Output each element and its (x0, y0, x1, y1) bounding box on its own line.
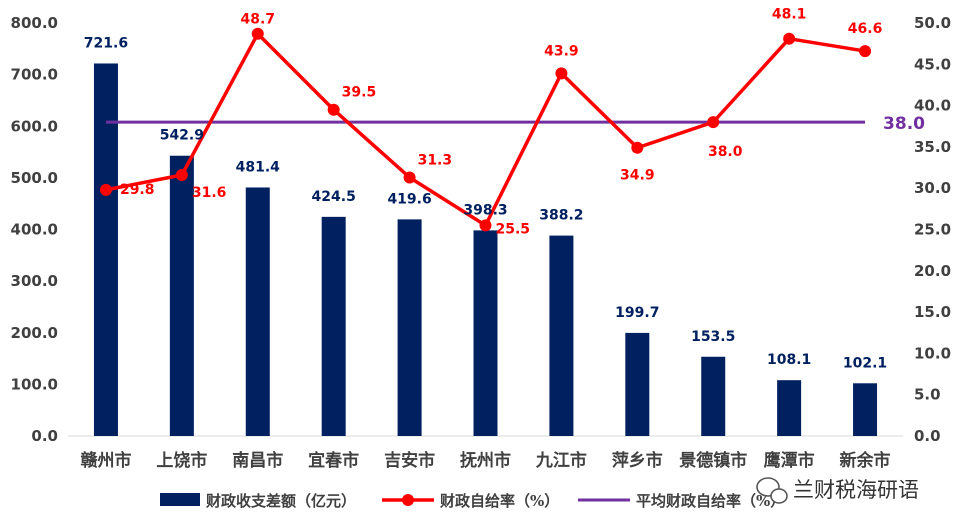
bar-value-label: 108.1 (767, 352, 811, 368)
y-right-tick-label: 25.0 (914, 221, 951, 239)
legend-label-bar: 财政收支差额（亿元） (206, 492, 356, 510)
average-value-label: 38.0 (883, 114, 925, 134)
rate-value-label: 34.9 (620, 168, 655, 184)
y-left-tick-label: 800.0 (11, 14, 58, 32)
y-right-tick-label: 0.0 (914, 427, 941, 445)
rate-value-label: 48.1 (772, 7, 807, 23)
bar (322, 217, 346, 436)
rate-point (707, 116, 719, 128)
bar-value-label: 721.6 (84, 35, 128, 51)
rate-point (404, 171, 416, 183)
y-left-tick-label: 200.0 (11, 324, 58, 342)
y-left-tick-label: 500.0 (11, 169, 58, 187)
rate-value-label: 48.7 (240, 12, 275, 28)
x-tick-label: 九江市 (535, 450, 587, 471)
bar-value-label: 542.9 (160, 128, 204, 144)
rate-point (100, 184, 112, 196)
y-right-tick-label: 30.0 (914, 179, 951, 197)
x-tick-label: 吉安市 (384, 450, 435, 471)
bar (777, 380, 801, 436)
rate-point (859, 45, 871, 57)
wechat-bubble-small (771, 489, 787, 503)
legend-swatch-rate-point (402, 494, 414, 506)
x-tick-label: 宜春市 (308, 450, 359, 471)
rate-point (176, 169, 188, 181)
legend-label-rate: 财政自给率（%） (440, 492, 559, 510)
bar-value-label: 388.2 (539, 208, 583, 224)
x-tick-label: 新余市 (840, 450, 891, 471)
bar (474, 230, 498, 436)
bar (170, 156, 194, 436)
rate-value-label: 39.5 (342, 85, 377, 101)
x-tick-label: 赣州市 (80, 450, 131, 471)
bar-value-label: 481.4 (236, 159, 281, 175)
y-left-tick-label: 100.0 (11, 375, 58, 393)
x-tick-label: 上饶市 (156, 450, 207, 471)
y-left-tick-label: 700.0 (11, 66, 58, 84)
rate-point (783, 33, 795, 45)
y-left-tick-label: 300.0 (11, 272, 58, 290)
bar (94, 63, 118, 436)
y-right-tick-label: 15.0 (914, 303, 951, 321)
watermark-text: 兰财税海研语 (793, 478, 919, 502)
x-tick-label: 萍乡市 (612, 450, 663, 471)
y-right-tick-label: 10.0 (914, 344, 951, 362)
bar (398, 219, 422, 436)
bar (701, 357, 725, 436)
bar-value-label: 102.1 (843, 355, 887, 371)
y-left-tick-label: 600.0 (11, 117, 58, 135)
rate-value-label: 31.3 (418, 152, 453, 168)
bar (246, 187, 270, 436)
bar-value-label: 199.7 (615, 305, 659, 321)
x-tick-label: 抚州市 (460, 450, 511, 471)
rate-value-label: 46.6 (848, 21, 883, 37)
y-right-tick-label: 35.0 (914, 138, 951, 156)
bar-value-label: 398.3 (463, 202, 507, 218)
x-tick-label: 景德镇市 (679, 450, 747, 471)
bar-value-label: 153.5 (691, 329, 735, 345)
bar-value-label: 424.5 (312, 189, 356, 205)
rate-point (555, 67, 567, 79)
rate-value-label: 43.9 (544, 43, 579, 59)
rate-point (252, 28, 264, 40)
y-right-tick-label: 45.0 (914, 55, 951, 73)
y-right-tick-label: 20.0 (914, 262, 951, 280)
bar (853, 383, 877, 436)
rate-value-label: 38.0 (708, 144, 743, 160)
legend: 财政收支差额（亿元） 财政自给率（%） 平均财政自给率（%） (160, 492, 785, 510)
bar (549, 236, 573, 436)
y-right-tick-label: 50.0 (914, 14, 951, 32)
rate-value-label: 29.8 (120, 182, 155, 198)
x-tick-label: 南昌市 (232, 450, 283, 471)
bar-value-label: 419.6 (387, 191, 431, 207)
y-right-tick-label: 5.0 (914, 386, 941, 404)
bar (625, 333, 649, 436)
legend-swatch-bar (160, 493, 200, 506)
rate-point (328, 104, 340, 116)
y-left-tick-label: 0.0 (31, 427, 58, 445)
rate-point (480, 219, 492, 231)
y-right-tick-label: 40.0 (914, 97, 951, 115)
rate-value-label: 25.5 (496, 221, 531, 237)
x-tick-label: 鹰潭市 (764, 450, 815, 471)
watermark: 兰财税海研语 (757, 478, 919, 503)
rate-point (631, 142, 643, 154)
y-left-tick-label: 400.0 (11, 221, 58, 239)
rate-value-label: 31.6 (192, 185, 227, 201)
